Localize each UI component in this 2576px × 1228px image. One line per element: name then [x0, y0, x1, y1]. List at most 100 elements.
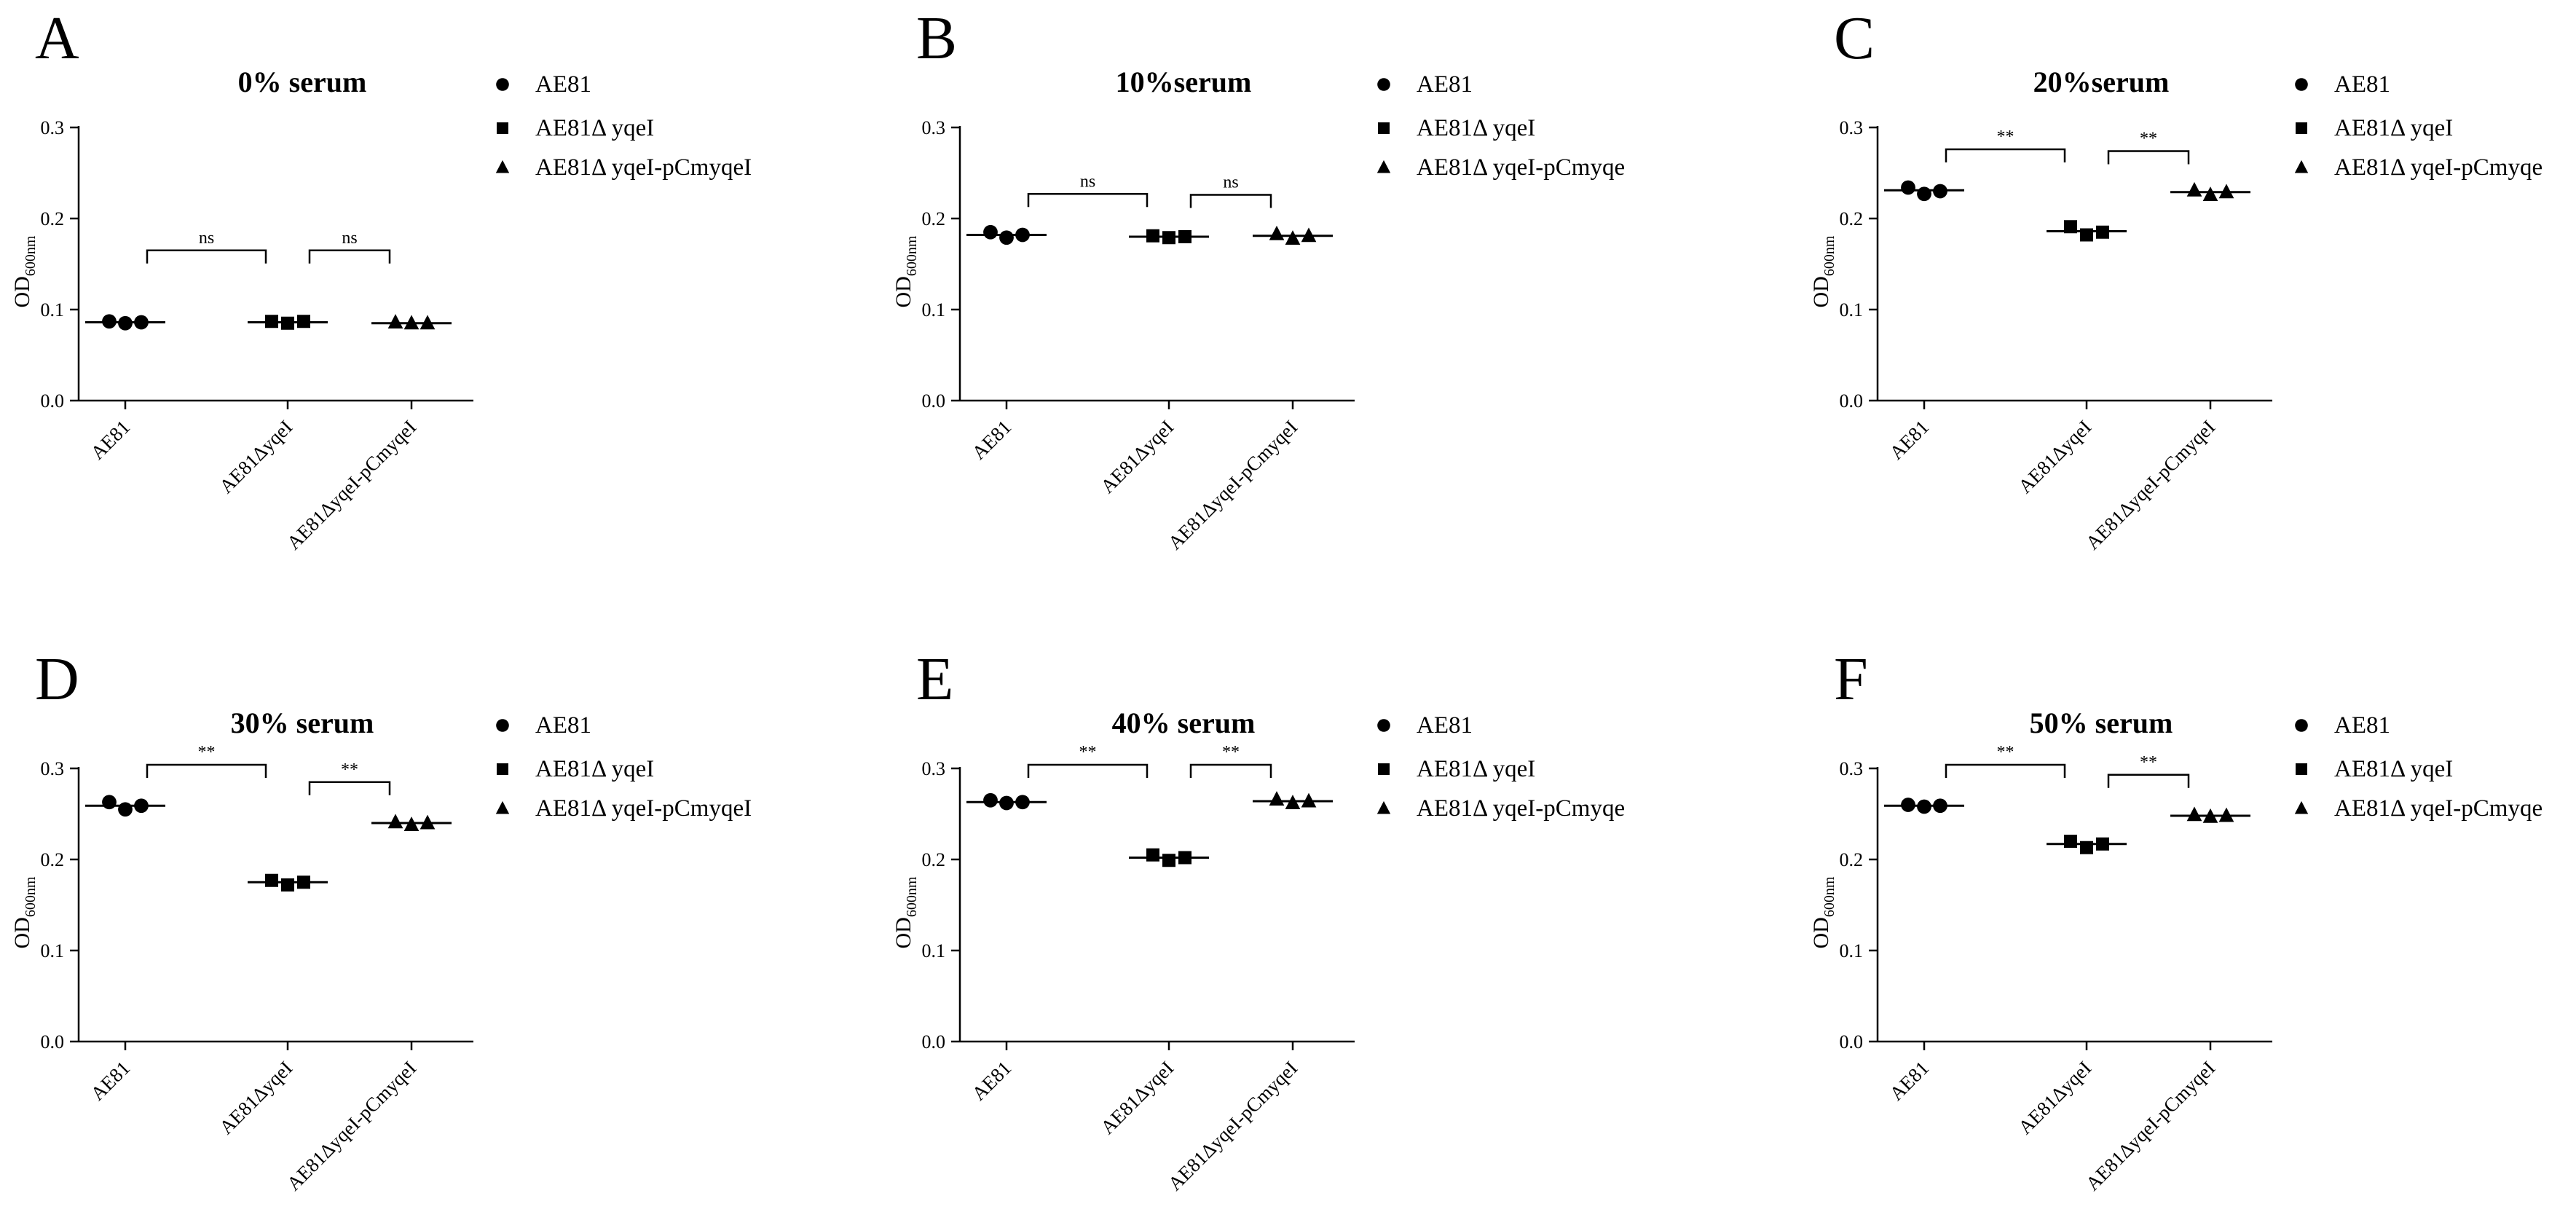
y-tick-label: 0.2: [922, 849, 946, 870]
significance-label: **: [1997, 127, 2014, 146]
legend-marker-circle: [1377, 719, 1390, 732]
significance-label: **: [2140, 130, 2157, 149]
y-tick-label: 0.1: [922, 299, 946, 320]
legend: AE81 AE81Δ yqeI AE81Δ yqeI-pCmyqe: [1376, 71, 1625, 181]
x-category-label: AE81ΔyqeI: [215, 1057, 296, 1138]
x-category-label: AE81ΔyqeI: [1096, 416, 1178, 497]
significance-bracket: [1945, 148, 2066, 162]
y-axis-label-subscript: 600nm: [23, 235, 39, 276]
y-tick-label: 0.3: [922, 758, 946, 779]
y-axis-label: OD600nm: [1809, 235, 1838, 307]
significance-label: **: [1997, 743, 2014, 762]
y-axis-label-subscript: 600nm: [904, 235, 920, 276]
panel-letter: B: [916, 4, 957, 72]
y-axis-label-subscript: 600nm: [1821, 876, 1838, 917]
y-tick-label: 0.2: [922, 208, 946, 229]
x-category-label: AE81ΔyqeI-pCmyqeI: [283, 1057, 420, 1194]
legend-label: AE81Δ yqeI: [535, 756, 654, 782]
x-category-label: AE81ΔyqeI-pCmyqeI: [2081, 1057, 2219, 1194]
panel-letter: F: [1834, 645, 1868, 713]
y-tick-label: 0.3: [1840, 758, 1864, 779]
x-category-label: AE81ΔyqeI-pCmyqeI: [1164, 1057, 1301, 1194]
legend-label: AE81Δ yqeI: [2334, 756, 2453, 782]
y-tick-label: 0.2: [41, 849, 65, 870]
legend-marker-circle: [496, 78, 509, 91]
panel-letter: E: [916, 645, 953, 713]
panel-letter: C: [1834, 4, 1875, 72]
x-category-label: AE81: [967, 1057, 1015, 1105]
x-category-label: AE81: [967, 416, 1015, 464]
y-axis-label: OD600nm: [891, 876, 920, 948]
y-axis-label: OD600nm: [891, 235, 920, 307]
x-category-label: AE81ΔyqeI: [1096, 1057, 1178, 1138]
significance-label: ns: [1080, 172, 1095, 191]
x-category-label: AE81: [1885, 1057, 1933, 1105]
legend-marker-square: [1378, 122, 1390, 134]
panel-f: F 50% serum 0.0 0.1 0.2 0.3 OD600nm AE81 AE81Δyq…: [1809, 645, 2542, 1194]
legend-marker-circle: [2295, 719, 2308, 732]
significance-label: **: [198, 743, 216, 762]
panel-e: E 40% serum 0.0 0.1 0.2 0.3 OD600nm AE81 AE81Δyq…: [891, 645, 1625, 1194]
legend-marker-square: [1378, 763, 1390, 775]
y-tick-label: 0.0: [1840, 390, 1864, 412]
panel-c: C 20%serum 0.0 0.1 0.2 0.3 OD600nm AE81 AE81Δyqe…: [1809, 4, 2542, 554]
panel-title: 20%serum: [2033, 66, 2170, 98]
significance-label: **: [1222, 743, 1240, 762]
data-point-circle: [1917, 186, 1931, 202]
significance-bracket: [1189, 763, 1272, 778]
data-point-triangle: [2186, 806, 2202, 822]
legend-marker-triangle: [2294, 800, 2309, 814]
significance-bracket: [1189, 194, 1272, 208]
legend-label: AE81Δ yqeI-pCmyqe: [2334, 795, 2542, 822]
y-tick-label: 0.1: [1840, 299, 1864, 320]
data-point-circle: [983, 792, 998, 808]
legend: AE81 AE81Δ yqeI AE81Δ yqeI-pCmyqe: [1376, 712, 1625, 822]
panel-title: 10%serum: [1116, 66, 1252, 98]
x-category-label: AE81: [86, 416, 134, 464]
y-tick-label: 0.0: [41, 1031, 65, 1052]
legend: AE81 AE81Δ yqeI AE81Δ yqeI-pCmyqeI: [495, 71, 752, 181]
significance-label: **: [341, 760, 358, 779]
legend-marker-square: [2296, 122, 2307, 134]
data-point-triangle: [2186, 181, 2202, 197]
x-category-label: AE81ΔyqeI: [2014, 1057, 2095, 1138]
legend-marker-square: [497, 763, 508, 775]
legend-marker-circle: [2295, 78, 2308, 91]
y-tick-label: 0.1: [41, 940, 65, 961]
legend-label: AE81Δ yqeI-pCmyqe: [1417, 795, 1625, 822]
y-tick-label: 0.1: [1840, 940, 1864, 961]
legend-marker-triangle: [495, 800, 510, 814]
y-axis-label: OD600nm: [10, 876, 39, 948]
y-tick-label: 0.0: [922, 1031, 946, 1052]
data-point-circle: [999, 230, 1014, 245]
data-point-square: [1162, 854, 1175, 867]
data-point-square: [1146, 848, 1159, 862]
x-category-label: AE81ΔyqeI: [215, 416, 296, 497]
panel-b: B 10%serum 0.0 0.1 0.2 0.3 OD600nm AE81 AE81Δyqe…: [891, 4, 1625, 554]
y-tick-label: 0.0: [41, 390, 65, 412]
significance-bracket: [146, 249, 267, 264]
legend-marker-triangle: [495, 160, 510, 173]
legend-marker-square: [2296, 763, 2307, 775]
panel-letter: D: [35, 645, 79, 713]
data-point-triangle: [1269, 225, 1285, 240]
legend-label: AE81Δ yqeI-pCmyqe: [1417, 154, 1625, 181]
y-tick-label: 0.0: [1840, 1031, 1864, 1052]
data-point-triangle: [2202, 186, 2218, 202]
y-tick-label: 0.3: [1840, 117, 1864, 138]
legend: AE81 AE81Δ yqeI AE81Δ yqeI-pCmyqe: [2294, 71, 2542, 181]
legend-marker-triangle: [1376, 160, 1391, 173]
y-tick-label: 0.3: [41, 758, 65, 779]
data-point-square: [2064, 220, 2077, 234]
significance-bracket: [1027, 193, 1149, 208]
legend-label: AE81Δ yqeI: [1417, 756, 1535, 782]
x-category-label: AE81ΔyqeI-pCmyqeI: [2081, 416, 2219, 554]
significance-bracket: [308, 249, 391, 264]
significance-bracket: [1945, 763, 2066, 778]
panel-a: A 0% serum 0.0 0.1 0.2 0.3 OD600nm AE81 AE81Δyqe…: [10, 4, 752, 554]
x-category-label: AE81: [86, 1057, 134, 1105]
significance-bracket: [308, 781, 391, 795]
data-point-circle: [983, 224, 998, 240]
y-axis-label-subscript: 600nm: [904, 876, 920, 917]
